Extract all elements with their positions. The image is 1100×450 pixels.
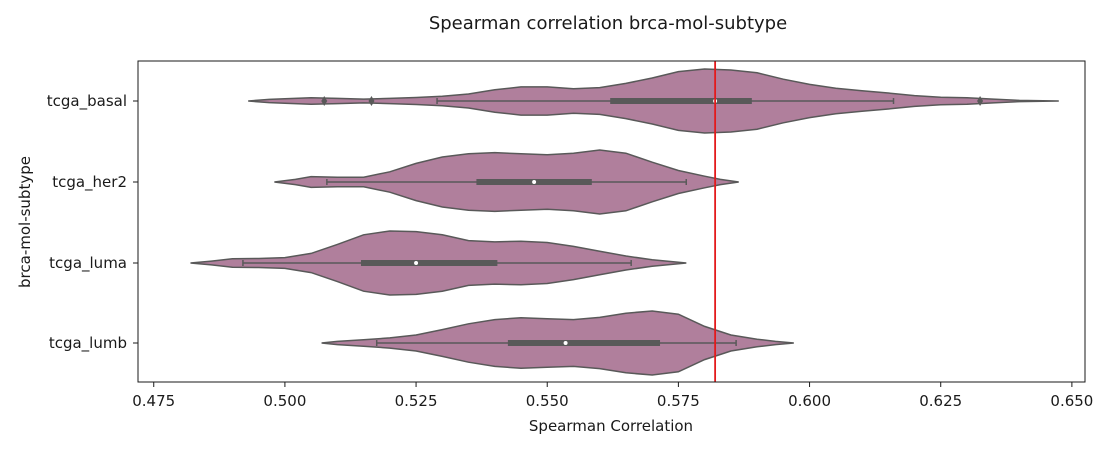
y-tick-label: tcga_her2: [52, 173, 127, 192]
violin-group-tcga_luma: [190, 230, 687, 296]
y-axis: tcga_basal tcga_her2 tcga_luma tcga_lumb: [47, 92, 138, 353]
plot-area: [190, 61, 1059, 382]
x-tick-label: 0.575: [657, 392, 700, 410]
y-tick-label: tcga_luma: [49, 254, 127, 273]
y-axis-label: brca-mol-subtype: [16, 156, 34, 288]
x-tick-label: 0.550: [526, 392, 569, 410]
x-tick-label: 0.625: [919, 392, 962, 410]
median-point: [562, 340, 569, 346]
plot-frame: [137, 60, 1086, 383]
violin-group-tcga_lumb: [321, 310, 794, 376]
x-axis: 0.475 0.500 0.525 0.550 0.575 0.600 0.625 0.650: [132, 382, 1093, 410]
outlier-point: [368, 96, 375, 106]
x-tick-label: 0.600: [788, 392, 831, 410]
outlier-point: [977, 96, 984, 106]
x-tick-label: 0.475: [132, 392, 175, 410]
outlier-point: [321, 96, 328, 106]
median-point: [531, 179, 537, 185]
x-tick-label: 0.650: [1050, 392, 1093, 410]
y-tick-label: tcga_lumb: [49, 334, 127, 353]
median-point: [413, 260, 419, 266]
violin-group-tcga_basal: [248, 68, 1059, 134]
chart-title: Spearman correlation brca-mol-subtype: [429, 13, 787, 34]
x-axis-label: Spearman Correlation: [529, 417, 693, 435]
violin-group-tcga_her2: [274, 149, 739, 215]
x-tick-label: 0.525: [395, 392, 438, 410]
x-tick-label: 0.500: [263, 392, 306, 410]
y-tick-label: tcga_basal: [47, 92, 127, 111]
